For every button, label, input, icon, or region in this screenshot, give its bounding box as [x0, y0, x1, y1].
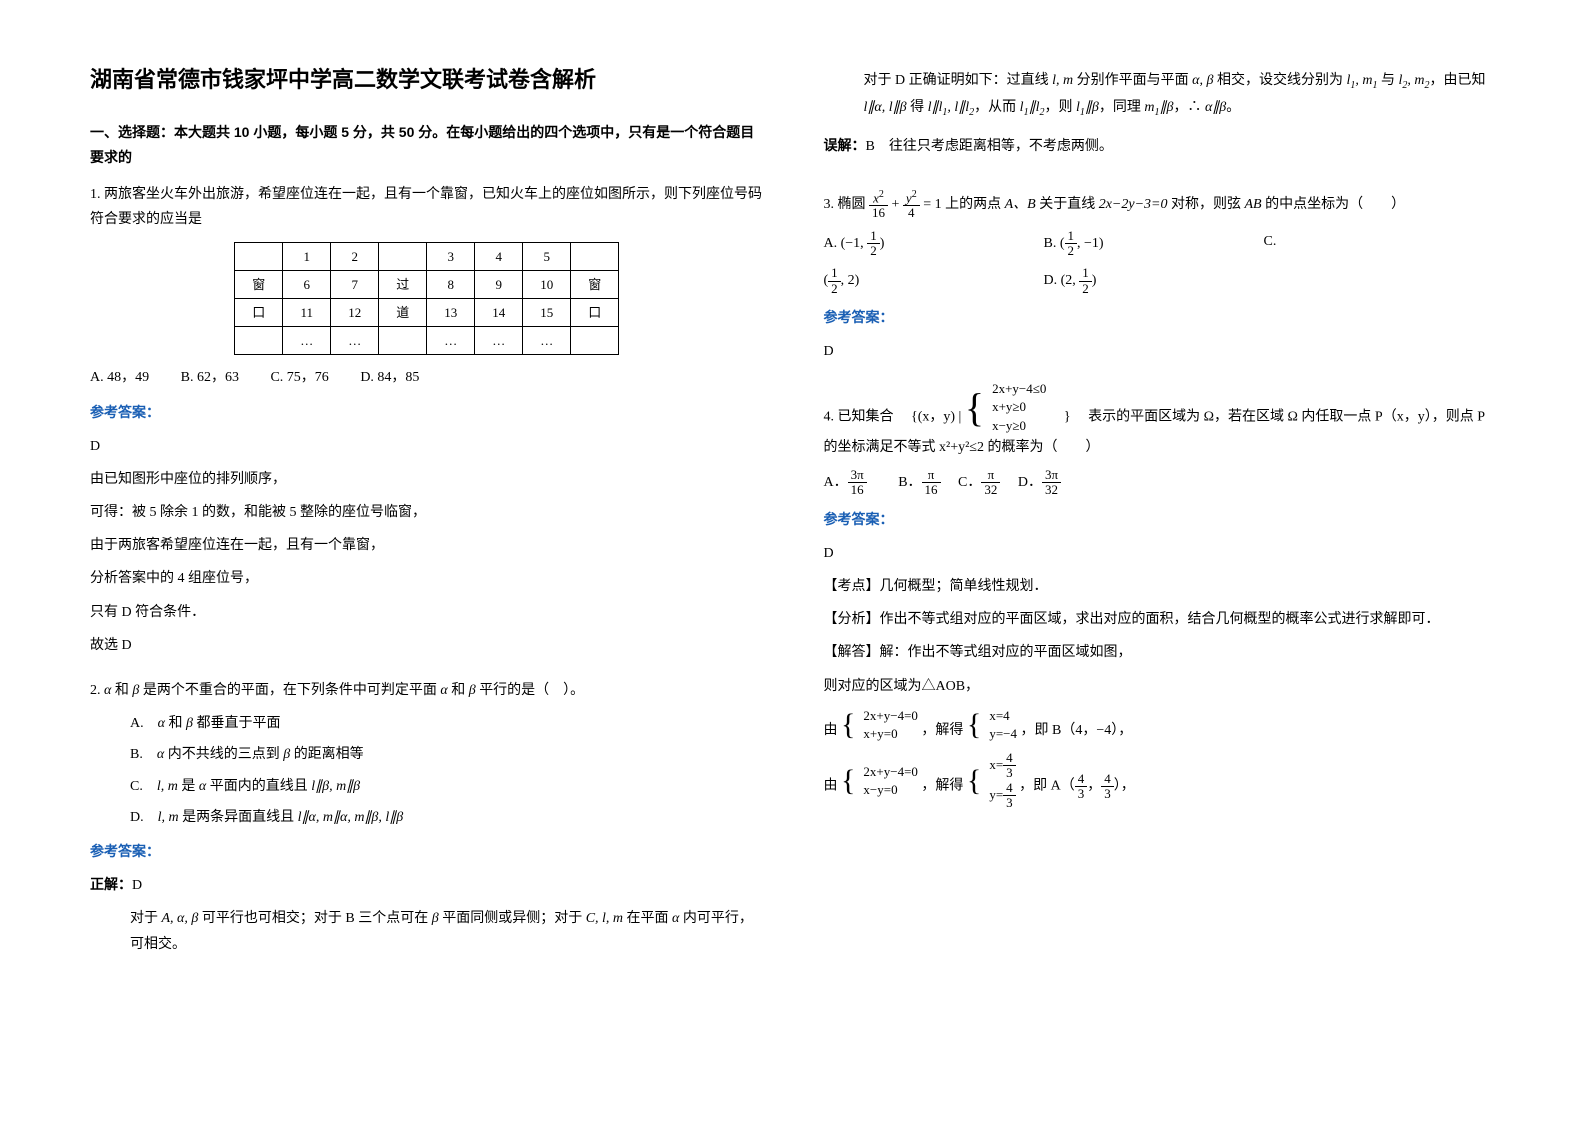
q1-opt-a: A. 48，49 [90, 370, 149, 385]
seat-table: 12345窗67过8910窗口1112道131415口…………… [234, 242, 619, 355]
answer-label: 参考答案： [90, 401, 764, 426]
q1-stem: 1. 两旅客坐火车外出旅游，希望座位连在一起，且有一个靠窗，已知火车上的座位如图… [90, 182, 764, 232]
brace-icon: 2x+y−4=0 x−y=0 [841, 763, 918, 799]
q1-opt-c: C. 75，76 [270, 370, 328, 385]
brace-icon: x=4 y=−4 [967, 707, 1017, 743]
q3-opt-c: C. [1264, 229, 1364, 259]
q2-explain1: 对于 A, α, β 可平行也可相交；对于 B 三个点可在 β 平面同侧或异侧；… [90, 906, 764, 956]
q1-options: A. 48，49 B. 62，63 C. 75，76 D. 84，85 [90, 365, 764, 390]
q4-sys2: 由 2x+y−4=0 x−y=0 ，解得 x=43 y=43 ，即 A（43，4… [824, 751, 1498, 810]
page-title: 湖南省常德市钱家坪中学高二数学文联考试卷含解析 [90, 60, 764, 100]
q3-opts-row2: (12, 2) D. (2, 12) [824, 266, 1498, 296]
q4-solve-label: 【解答】解：作出不等式组对应的平面区域如图， [824, 640, 1498, 665]
q2-stem: 2. α 和 β 是两个不重合的平面，在下列条件中可判定平面 α 和 β 平行的… [90, 678, 764, 703]
explain-line: 由已知图形中座位的排列顺序， [90, 467, 764, 492]
q4-topic: 【考点】几何概型；简单线性规划． [824, 574, 1498, 599]
right-column: 对于 D 正确证明如下：过直线 l, m 分别作平面与平面 α, β 相交，设交… [824, 60, 1498, 1062]
answer-label: 参考答案： [824, 306, 1498, 331]
q1-opt-d: D. 84，85 [360, 370, 419, 385]
q2-opt-c: C. l, m 是 α 平面内的直线且 l∥β, m∥β [130, 774, 764, 799]
q2-opt-a: A. α 和 β 都垂直于平面 [130, 711, 764, 736]
q4-line1: 则对应的区域为△AOB， [824, 674, 1498, 699]
answer-label: 参考答案： [824, 508, 1498, 533]
q4-sys1: 由 2x+y−4=0 x+y=0 ，解得 x=4 y=−4 ，即 B（4，−4）… [824, 707, 1498, 743]
q3-opt-b: B. (12, −1) [1044, 229, 1144, 259]
q4-analysis: 【分析】作出不等式组对应的平面区域，求出对应的面积，结合几何概型的概率公式进行求… [824, 607, 1498, 632]
q2-explain2: 对于 D 正确证明如下：过直线 l, m 分别作平面与平面 α, β 相交，设交… [824, 68, 1498, 122]
q4-options: A．3π16 B．π16 C．π32 D．3π32 [824, 468, 1498, 498]
explain-line: 分析答案中的 4 组座位号， [90, 566, 764, 591]
q3-opt-a: A. (−1, 12) [824, 229, 924, 259]
explain-line: 由于两旅客希望座位连在一起，且有一个靠窗， [90, 533, 764, 558]
q2-opt-d: D. l, m 是两条异面直线且 l∥α, m∥α, m∥β, l∥β [130, 805, 764, 830]
answer-label: 参考答案： [90, 840, 764, 865]
brace-icon: 2x+y−4=0 x+y=0 [841, 707, 918, 743]
explain-line: 可得：被 5 除余 1 的数，和能被 5 整除的座位号临窗， [90, 500, 764, 525]
q1-answer: D [90, 434, 764, 459]
q2-correct: 正解：D [90, 873, 764, 898]
q3-opts-row1: A. (−1, 12) B. (12, −1) C. [824, 229, 1498, 259]
q3-opt-d: D. (2, 12) [1044, 266, 1144, 296]
q2-opt-b: B. α 内不共线的三点到 β 的距离相等 [130, 742, 764, 767]
explain-line: 故选 D [90, 633, 764, 658]
q1-opt-b: B. 62，63 [181, 370, 239, 385]
q1-explain: 由已知图形中座位的排列顺序， 可得：被 5 除余 1 的数，和能被 5 整除的座位… [90, 467, 764, 658]
explain-line: 只有 D 符合条件． [90, 600, 764, 625]
q3-stem: 3. 椭圆 x216 + y24 = 1 上的两点 A、B 关于直线 2x−2y… [824, 189, 1498, 221]
section-header: 一、选择题：本大题共 10 小题，每小题 5 分，共 50 分。在每小题给出的四… [90, 120, 764, 170]
q3-answer: D [824, 339, 1498, 364]
q4-stem: 4. 已知集合 {(x，y) | 2x+y−4≤0 x+y≥0 x−y≥0 } … [824, 380, 1498, 460]
q2-wrong: 误解：B 往往只考虑距离相等，不考虑两侧。 [824, 134, 1498, 159]
frac-icon: x216 [869, 189, 888, 221]
brace-icon: 2x+y−4≤0 x+y≥0 x−y≥0 [965, 380, 1047, 435]
brace-icon: x=43 y=43 [967, 751, 1016, 810]
left-column: 湖南省常德市钱家坪中学高二数学文联考试卷含解析 一、选择题：本大题共 10 小题… [90, 60, 764, 1062]
q4-answer: D [824, 541, 1498, 566]
